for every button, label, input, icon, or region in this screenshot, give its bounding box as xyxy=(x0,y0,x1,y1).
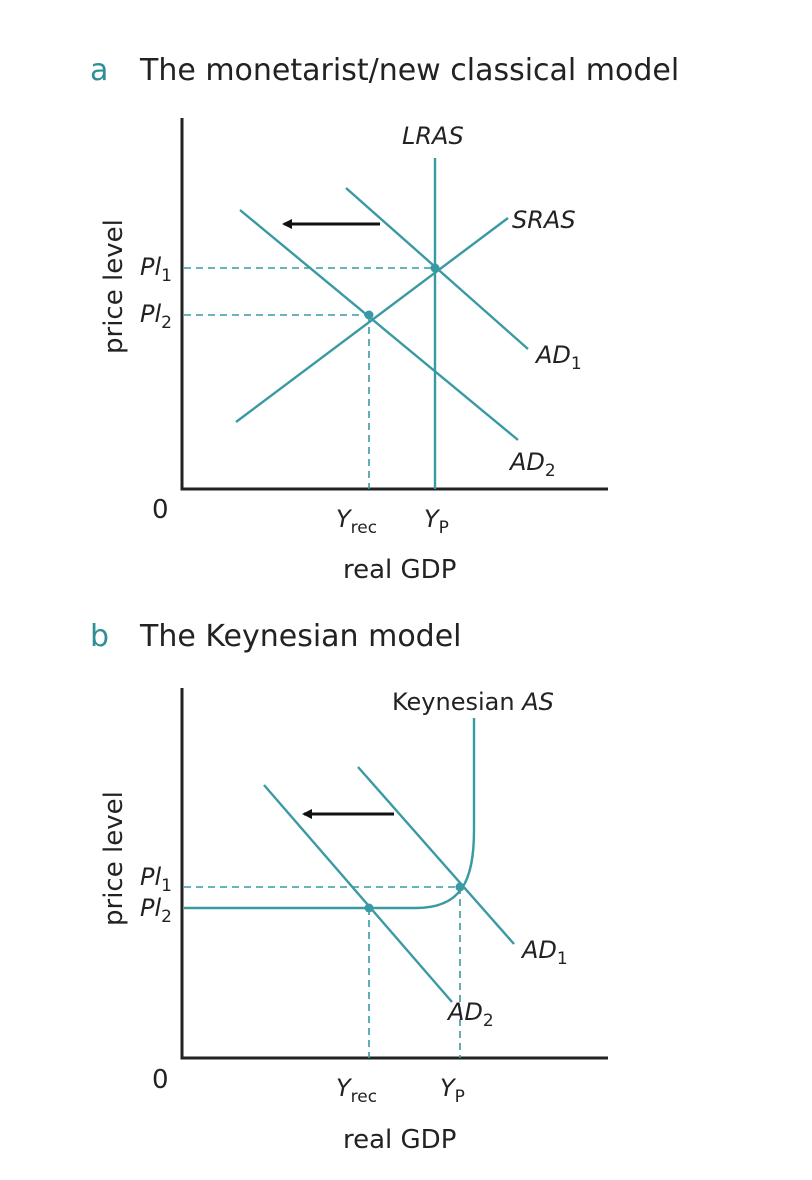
panel-a-yrec-label: Yrec xyxy=(336,505,377,538)
panel-b: b The Keynesian model price level Keynes… xyxy=(90,619,608,1155)
panel-a-equilibrium-1 xyxy=(430,263,440,273)
panel-b-letter: b xyxy=(90,619,109,654)
panel-b-pl1-label: Pl1 xyxy=(140,863,172,896)
panel-a-origin-label: 0 xyxy=(152,495,169,525)
panel-a-lras-label: LRAS xyxy=(402,122,464,150)
panel-b-x-axis-label: real GDP xyxy=(343,1125,456,1155)
panel-a-sras-label: SRAS xyxy=(512,206,576,234)
panel-b-equilibrium-2 xyxy=(364,903,374,913)
panel-b-axes xyxy=(180,688,608,1060)
panel-b-keynesian-as-label: Keynesian AS xyxy=(392,688,554,716)
panel-a-yp-label: YP xyxy=(424,505,449,538)
panel-a-title: The monetarist/new classical model xyxy=(139,53,679,88)
panel-a-equilibrium-2 xyxy=(364,310,374,320)
panel-b-ad1-curve xyxy=(357,766,515,945)
panel-a-letter: a xyxy=(90,53,108,88)
panel-a-y-axis-label: price level xyxy=(99,219,129,354)
panel-b-equilibrium-1 xyxy=(455,882,465,892)
panel-b-pl2-label: Pl2 xyxy=(140,894,172,927)
panel-a-pl2-label: Pl2 xyxy=(140,300,172,333)
panel-b-yp-label: YP xyxy=(440,1074,465,1107)
panel-b-y-axis-label: price level xyxy=(99,791,129,926)
panel-b-ad1-label: AD1 xyxy=(520,936,568,969)
panel-b-ad2-curve xyxy=(263,784,453,1003)
panel-a-ad2-label: AD2 xyxy=(508,448,556,481)
panel-b-title: The Keynesian model xyxy=(139,619,462,654)
panel-a-pl1-label: Pl1 xyxy=(140,253,172,286)
panel-a-ad2-curve xyxy=(239,209,519,441)
panel-a-axes xyxy=(180,118,608,491)
panel-a: a The monetarist/new classical model pri… xyxy=(90,53,679,585)
panel-a-x-axis-label: real GDP xyxy=(343,555,456,585)
panel-a-ad1-label: AD1 xyxy=(534,341,582,374)
panel-b-ad2-label: AD2 xyxy=(446,998,494,1031)
panel-b-origin-label: 0 xyxy=(152,1065,169,1095)
panel-b-yrec-label: Yrec xyxy=(336,1074,377,1107)
